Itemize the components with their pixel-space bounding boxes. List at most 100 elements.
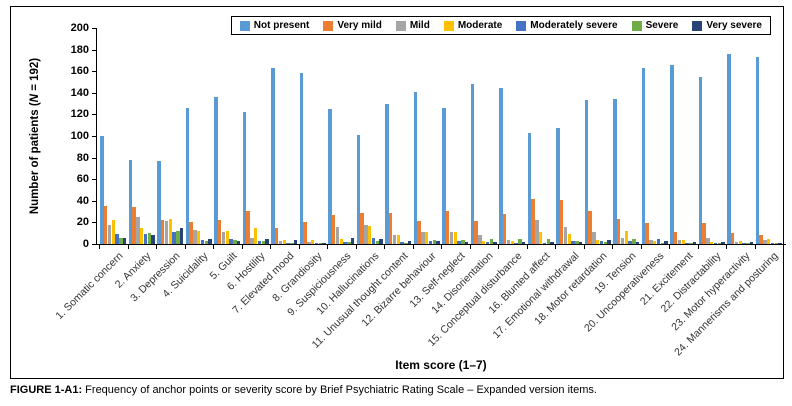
bar xyxy=(613,99,617,244)
bar xyxy=(360,212,364,244)
bar xyxy=(200,239,205,244)
bar-group xyxy=(527,28,556,244)
bar-group xyxy=(327,28,356,244)
figure-caption-text: Frequency of anchor points or severity s… xyxy=(82,384,597,396)
bar xyxy=(730,233,735,244)
bar xyxy=(596,239,600,244)
bar xyxy=(521,241,526,244)
bar xyxy=(282,239,286,244)
bar xyxy=(518,238,522,244)
legend-item: Very severe xyxy=(692,20,762,31)
bar-group xyxy=(156,28,185,244)
bar xyxy=(115,234,119,244)
bar xyxy=(774,242,779,244)
bar xyxy=(767,238,771,244)
bar xyxy=(311,239,315,244)
bar xyxy=(489,238,494,244)
bar xyxy=(763,239,767,244)
bar xyxy=(588,210,592,244)
x-tick xyxy=(612,245,613,249)
bar xyxy=(119,237,123,244)
bar xyxy=(485,241,490,244)
bar xyxy=(413,91,418,244)
x-tick xyxy=(99,245,100,249)
x-tick xyxy=(355,245,357,249)
legend-item: Mild xyxy=(395,20,430,31)
bar xyxy=(293,239,298,244)
bar-group xyxy=(299,28,328,244)
bar-group xyxy=(384,28,413,244)
bar xyxy=(461,239,465,244)
bar xyxy=(233,239,237,244)
bar xyxy=(385,103,389,244)
bar xyxy=(702,223,706,244)
bar xyxy=(208,238,212,244)
bar xyxy=(432,239,437,244)
bar xyxy=(616,219,621,244)
y-tick xyxy=(92,71,97,73)
bar xyxy=(599,240,604,244)
bar-group xyxy=(555,28,584,244)
bar-group xyxy=(669,28,698,244)
bar xyxy=(140,227,144,244)
x-tick xyxy=(213,245,214,249)
x-tick xyxy=(127,245,129,249)
legend-item: Moderately severe xyxy=(516,20,618,31)
y-tick xyxy=(92,244,97,245)
bar xyxy=(778,242,782,244)
bar xyxy=(649,239,653,244)
x-tick xyxy=(640,245,642,249)
legend-label: Moderate xyxy=(457,20,503,31)
bar xyxy=(257,240,262,244)
bar xyxy=(290,242,294,244)
bar xyxy=(592,232,596,244)
x-tick xyxy=(384,245,385,249)
bar xyxy=(624,231,628,244)
bar xyxy=(254,227,258,244)
y-tick-label: 80 xyxy=(76,151,89,164)
bar xyxy=(371,237,376,244)
legend-item: Not present xyxy=(239,20,309,31)
bar-group xyxy=(470,28,499,244)
bar xyxy=(242,112,247,244)
bar xyxy=(197,231,201,244)
bar xyxy=(670,64,674,244)
x-tick xyxy=(469,245,471,249)
bar xyxy=(331,214,336,244)
bar xyxy=(770,242,775,244)
bar xyxy=(286,242,290,244)
bar xyxy=(567,234,571,244)
legend-item: Very mild xyxy=(323,20,382,31)
x-tick xyxy=(498,245,499,249)
bar xyxy=(164,221,169,244)
bar xyxy=(681,239,685,244)
bar xyxy=(189,222,193,244)
figure-caption: FIGURE 1-A1: Frequency of anchor points … xyxy=(10,384,790,396)
bar xyxy=(453,232,457,244)
x-tick xyxy=(184,245,186,249)
x-tick xyxy=(726,245,727,249)
bar xyxy=(482,240,486,244)
bar xyxy=(246,210,250,244)
bar xyxy=(746,242,750,244)
legend-swatch xyxy=(323,20,334,31)
bar xyxy=(464,241,469,244)
bar xyxy=(664,240,668,244)
bar xyxy=(274,227,279,244)
bar-group xyxy=(413,28,442,244)
bar xyxy=(350,237,355,244)
bar xyxy=(299,73,304,244)
bar xyxy=(584,100,589,244)
legend-swatch xyxy=(631,20,642,31)
bar-group xyxy=(213,28,242,244)
bar xyxy=(645,223,649,244)
bar xyxy=(510,240,514,244)
bar xyxy=(318,242,323,244)
bar xyxy=(236,240,241,244)
bar xyxy=(314,242,319,244)
bar xyxy=(620,237,625,244)
bar xyxy=(527,132,532,244)
bar xyxy=(457,240,461,244)
x-axis-title: Item score (1–7) xyxy=(395,358,487,372)
